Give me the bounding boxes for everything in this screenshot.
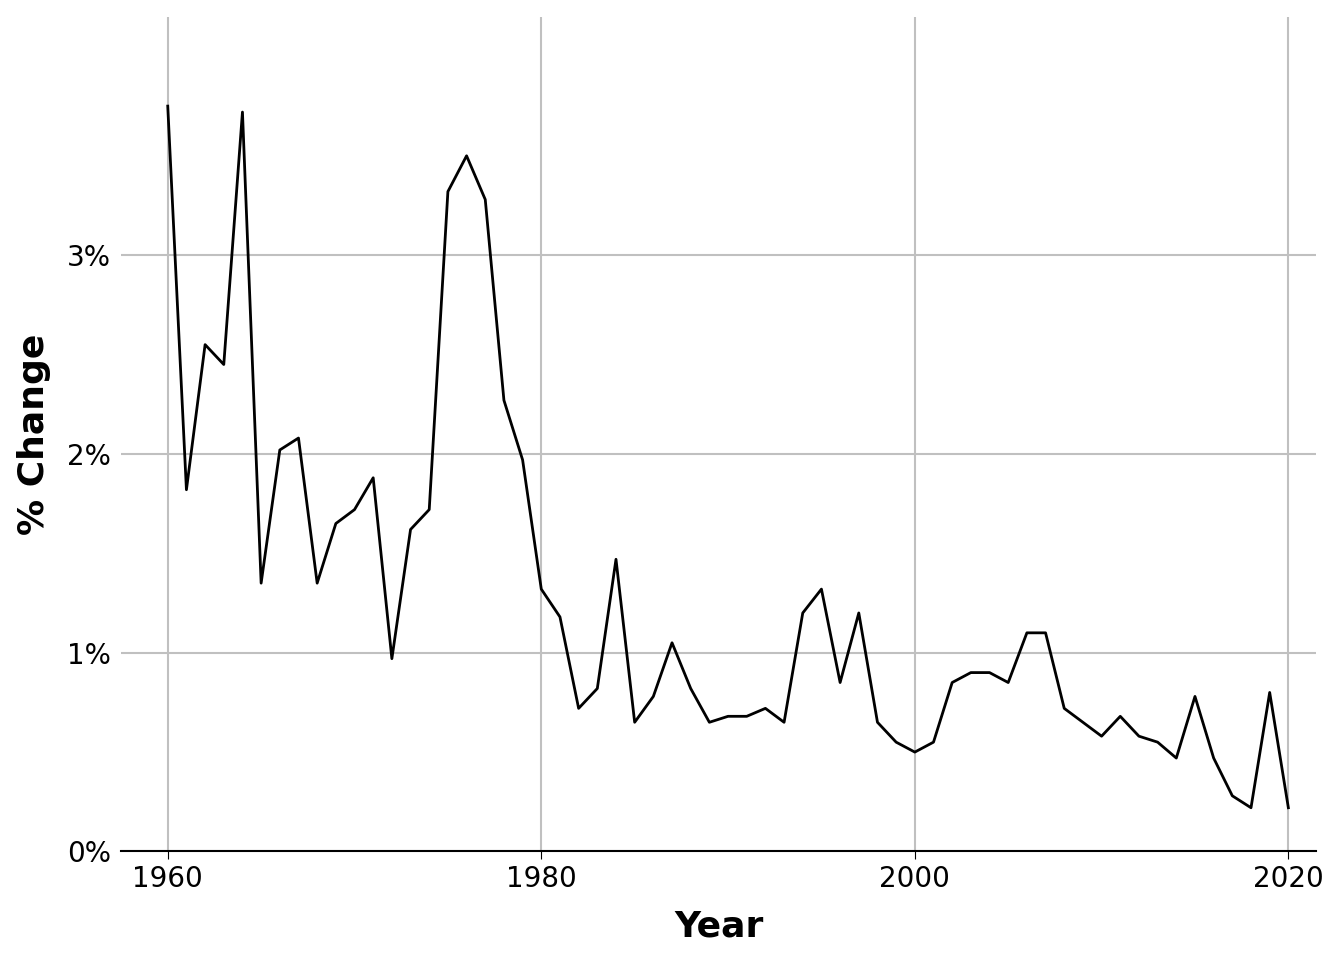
X-axis label: Year: Year	[675, 909, 763, 944]
Y-axis label: % Change: % Change	[16, 333, 51, 535]
